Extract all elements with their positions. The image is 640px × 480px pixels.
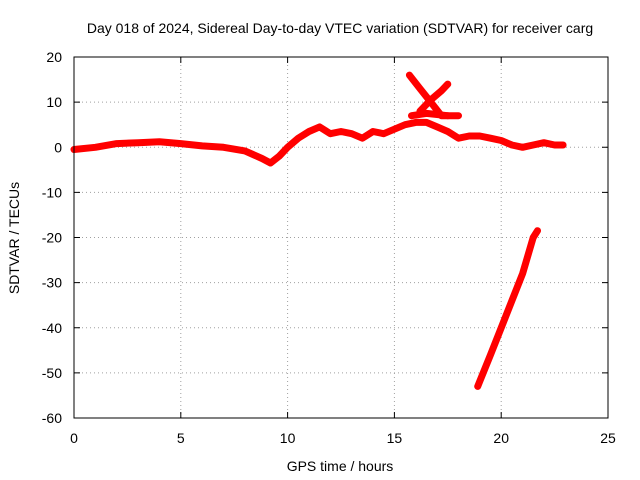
grid-lines — [73, 56, 609, 419]
chart-title: Day 018 of 2024, Sidereal Day-to-day VTE… — [87, 20, 593, 36]
y-tick-label: -10 — [42, 184, 62, 200]
x-tick-labels: 0 5 10 15 20 25 — [70, 430, 616, 446]
x-tick-label: 15 — [387, 430, 403, 446]
x-tick-label: 20 — [493, 430, 509, 446]
y-tick-label: 10 — [46, 94, 62, 110]
y-tick-label: 0 — [54, 139, 62, 155]
y-tick-label: -40 — [42, 320, 62, 336]
x-tick-label: 5 — [177, 430, 185, 446]
sdtvar-data-trace — [416, 80, 452, 115]
x-tick-label: 25 — [600, 430, 616, 446]
sdtvar-data-trace — [474, 227, 541, 390]
sdtvar-data-trace — [408, 109, 452, 120]
y-tick-labels: 20 10 0 -10 -20 -30 -40 -50 -60 — [42, 49, 62, 426]
x-axis-label: GPS time / hours — [287, 458, 394, 474]
y-tick-label: -30 — [42, 275, 62, 291]
y-tick-label: -20 — [42, 230, 62, 246]
y-tick-label: -50 — [42, 365, 62, 381]
y-tick-label: 20 — [46, 49, 62, 65]
data-series — [70, 71, 567, 390]
sdtvar-data-trace — [70, 118, 567, 167]
plot-frame — [73, 56, 609, 419]
x-tick-label: 0 — [70, 430, 78, 446]
y-axis-label: SDTVAR / TECUs — [6, 182, 22, 294]
y-tick-label: -60 — [42, 410, 62, 426]
x-tick-label: 10 — [280, 430, 296, 446]
